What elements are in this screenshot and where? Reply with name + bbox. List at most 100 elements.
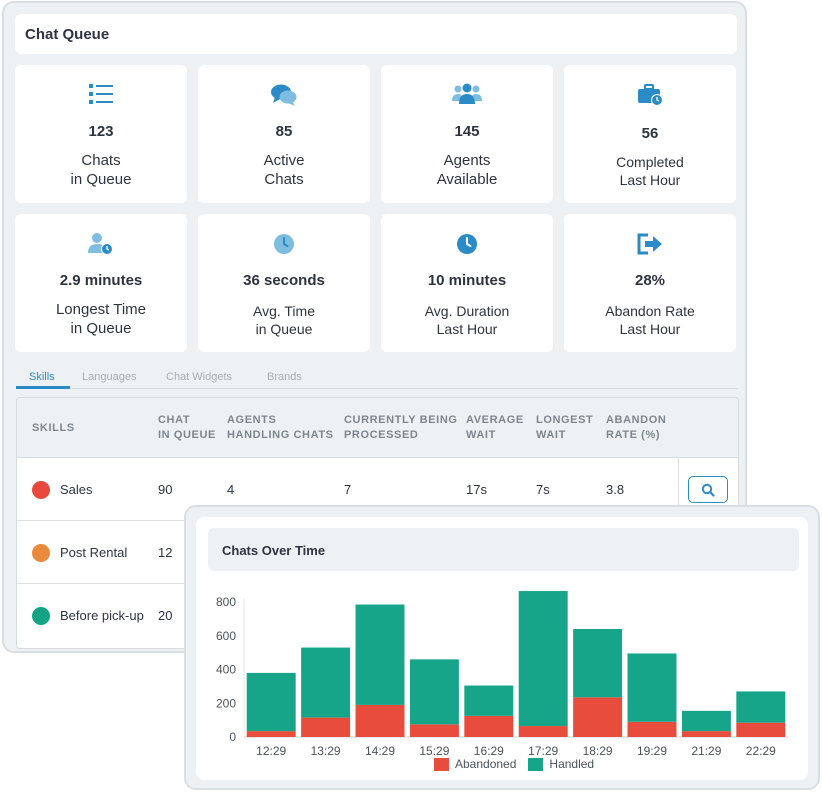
chat-in-queue-value: 90: [158, 482, 173, 497]
currently-processed-value: 7: [344, 482, 352, 497]
stat-label: Avg. Time in Queue: [253, 303, 315, 337]
bar-handled: [627, 653, 677, 722]
exit-arrow-icon: [564, 232, 736, 256]
legend-item-abandoned[interactable]: Abandoned: [434, 757, 516, 771]
x-tick-label: 21:29: [691, 744, 721, 757]
stat-card-abandon-rate-last-hour: 28% Abandon Rate Last Hour: [564, 214, 736, 352]
tab-brands[interactable]: Brands: [267, 371, 302, 383]
clock-light-icon: [198, 232, 370, 256]
column-header-average-wait: Average Wait: [466, 414, 524, 441]
table-row[interactable]: Before pick-up 20: [17, 584, 738, 647]
y-tick-label: 400: [216, 663, 236, 677]
legend-swatch: [528, 757, 544, 771]
stat-value: 28%: [634, 272, 666, 289]
x-tick-label: 22:29: [746, 744, 776, 757]
panel-header: Chat Queue: [15, 14, 737, 54]
stat-label: Completed Last Hour: [616, 154, 684, 188]
chart-legend: Abandoned Handled: [434, 757, 606, 771]
column-header-abandon-rate: Abandon Rate (%): [606, 414, 667, 441]
briefcase-clock-icon: [564, 83, 736, 107]
bar-abandoned: [246, 731, 296, 737]
tab-languages[interactable]: Languages: [82, 371, 137, 383]
search-icon: [701, 483, 715, 497]
chats-over-time-panel: Chats Over Time 800 600 400 200 0 12:29 13:29 1…: [184, 505, 820, 790]
chart-header: Chats Over Time: [208, 528, 799, 571]
stat-label: Active Chats: [263, 152, 305, 188]
search-button[interactable]: [688, 476, 728, 503]
skill-color-dot: [32, 481, 50, 499]
bar-handled: [518, 591, 568, 727]
column-header-longest-wait: Longest Wait: [536, 414, 594, 441]
x-tick-label: 17:29: [528, 744, 558, 757]
y-tick-label: 800: [216, 595, 236, 609]
x-tick-label: 15:29: [419, 744, 449, 757]
legend-label: Handled: [549, 757, 595, 771]
stat-value: 2.9 minutes: [59, 272, 143, 289]
bar-abandoned: [736, 722, 786, 737]
clock-icon: [381, 232, 553, 256]
agents-group-icon: [381, 83, 553, 107]
x-tick-label: 14:29: [365, 744, 395, 757]
bar-handled: [409, 659, 459, 725]
stat-label: Avg. Duration Last Hour: [424, 303, 510, 337]
tab-chat-widgets[interactable]: Chat Widgets: [166, 371, 233, 383]
bar-handled: [573, 629, 623, 698]
bar-abandoned: [627, 721, 677, 737]
agents-handling-value: 4: [227, 482, 235, 497]
stat-label: Longest Time in Queue: [55, 301, 147, 337]
bar-abandoned: [301, 717, 351, 737]
bar-abandoned: [573, 697, 623, 737]
y-tick-label: 200: [216, 696, 236, 710]
longest-wait-value: 7s: [536, 482, 550, 497]
skill-color-dot: [32, 544, 50, 562]
bar-handled: [355, 604, 405, 705]
column-header-chat-in-queue: Chat in Queue: [158, 414, 216, 441]
chat-in-queue-value: 20: [158, 608, 173, 623]
x-tick-label: 16:29: [474, 744, 504, 757]
y-tick-label: 0: [229, 730, 236, 744]
bar-abandoned: [518, 726, 568, 737]
skill-color-dot: [32, 607, 50, 625]
bar-handled: [736, 691, 786, 723]
stat-value: 10 minutes: [427, 272, 507, 289]
bar-abandoned: [464, 715, 514, 737]
column-divider: [678, 458, 679, 521]
bar-handled: [681, 710, 731, 732]
stacked-bar-chart: 800 600 400 200 0 12:29 13:29 14:29 15:29 16:29 17…: [216, 591, 788, 757]
chat-in-queue-value: 12: [158, 545, 173, 560]
tab-skills[interactable]: Skills: [29, 371, 55, 383]
column-header-currently-processed: Currently Being Processed: [344, 414, 458, 441]
bar-abandoned: [409, 724, 459, 737]
x-tick-label: 12:29: [256, 744, 286, 757]
stat-label: Chats in Queue: [70, 152, 132, 188]
stat-card-active-chats: 85 Active Chats: [198, 65, 370, 203]
stat-value: 85: [275, 123, 293, 140]
stat-value: 56: [641, 125, 659, 142]
x-tick-label: 13:29: [311, 744, 341, 757]
bar-abandoned: [355, 704, 405, 737]
stat-card-longest-time-in-queue: 2.9 minutes Longest Time in Queue: [15, 214, 187, 352]
table-header: Skills Chat in Queue Agents Handling Chats…: [17, 398, 738, 458]
average-wait-value: 17s: [466, 482, 487, 497]
tab-bar: Skills Languages Chat Widgets Brands: [16, 369, 738, 389]
bar-handled: [246, 672, 296, 732]
legend-swatch: [434, 757, 449, 771]
abandon-rate-value: 3.8: [606, 482, 625, 497]
x-tick-label: 18:29: [583, 744, 613, 757]
bar-handled: [464, 685, 514, 716]
legend-label: Abandoned: [455, 757, 517, 771]
skill-name: Post Rental: [60, 545, 128, 560]
stat-card-agents-available: 145 Agents Available: [381, 65, 553, 203]
stat-card-chats-in-queue: 123 Chats in Queue: [15, 65, 187, 203]
active-tab-indicator: [16, 386, 70, 389]
stat-value: 145: [454, 123, 480, 140]
chart-title: Chats Over Time: [222, 543, 326, 558]
skill-name: Before pick-up: [60, 608, 144, 623]
column-header-agents-handling: Agents Handling Chats: [227, 414, 334, 441]
legend-item-handled[interactable]: Handled: [528, 757, 594, 771]
stat-value: 123: [88, 123, 114, 140]
chat-bubbles-icon: [198, 83, 370, 107]
stat-card-completed-last-hour: 56 Completed Last Hour: [564, 65, 736, 203]
chart-card: Chats Over Time 800 600 400 200 0 12:29 13:29 1…: [196, 517, 808, 780]
page-title: Chat Queue: [25, 26, 110, 43]
